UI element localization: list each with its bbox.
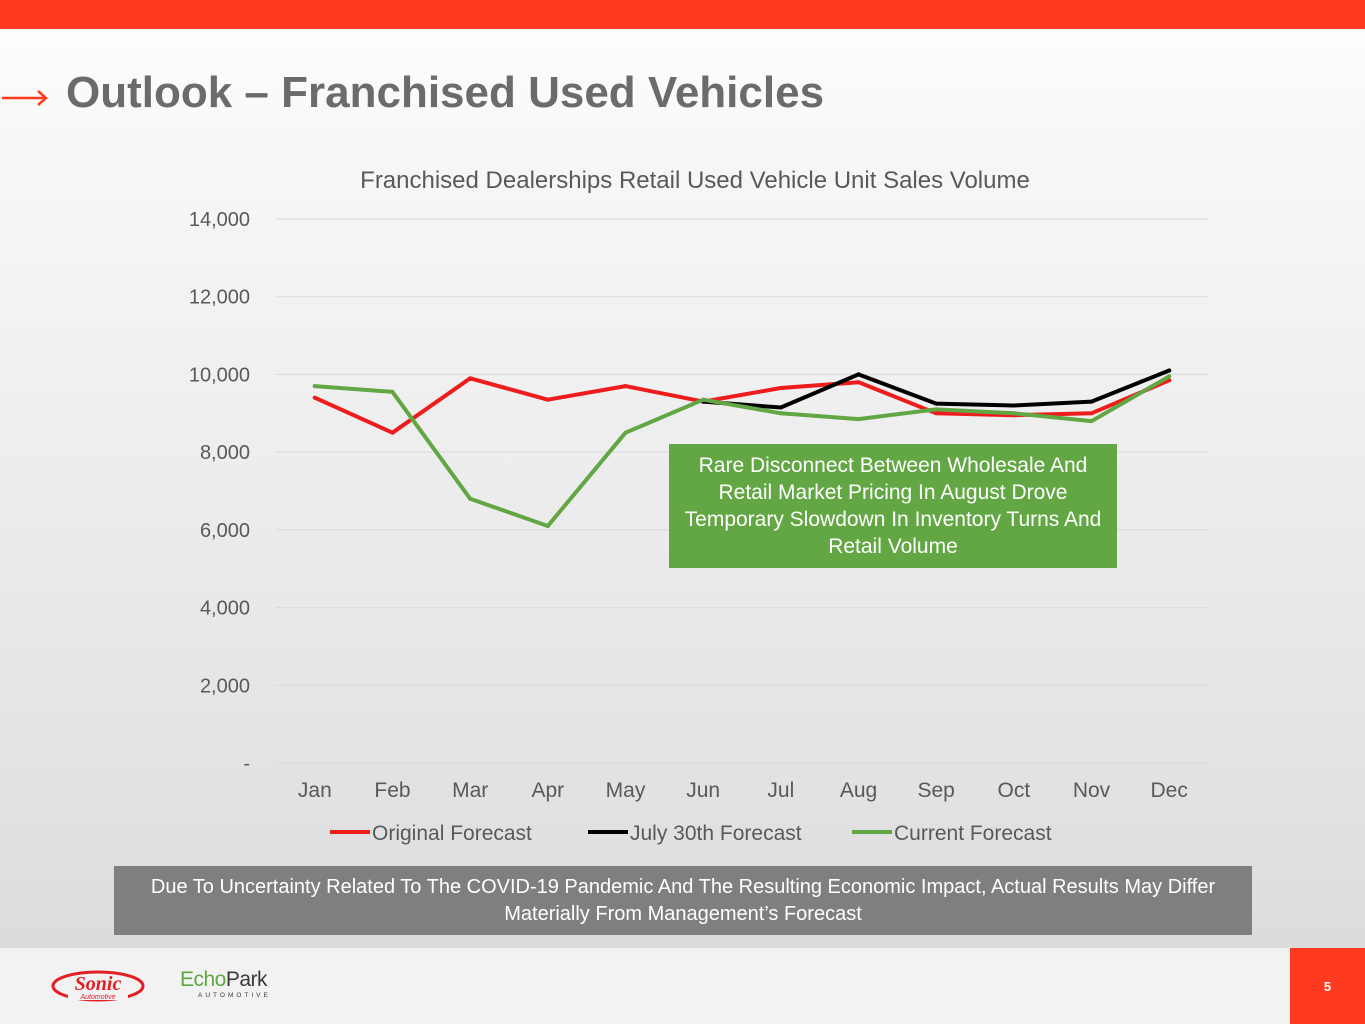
- chart-title: Franchised Dealerships Retail Used Vehic…: [360, 167, 1030, 194]
- callout-text: Rare Disconnect Between Wholesale And Re…: [684, 454, 1102, 558]
- echopark-subtitle: AUTOMOTIVE: [198, 992, 271, 999]
- data-point-original-forecast: [856, 380, 861, 385]
- series-line-current-forecast: [312, 374, 1172, 528]
- forecast-disclaimer: Due To Uncertainty Related To The COVID-…: [114, 866, 1252, 935]
- data-point-july-30th-forecast: [934, 401, 939, 406]
- top-accent-bar: [0, 0, 1365, 29]
- y-tick-label: 6,000: [200, 520, 250, 542]
- sonic-automotive-logo: Sonic Automotive: [51, 970, 145, 1002]
- y-tick-label: 12,000: [189, 287, 250, 309]
- data-point-original-forecast: [1089, 411, 1094, 416]
- svg-text:Automotive: Automotive: [79, 994, 115, 1001]
- data-point-current-forecast: [623, 430, 628, 435]
- legend-label: July 30th Forecast: [630, 822, 802, 845]
- data-point-original-forecast: [778, 386, 783, 391]
- x-tick-label: May: [606, 779, 646, 802]
- title-arrow-icon: [2, 90, 48, 106]
- legend-label: Original Forecast: [372, 822, 532, 845]
- data-point-current-forecast: [1167, 374, 1172, 379]
- page-number: 5: [1290, 948, 1365, 1024]
- x-tick-label: Jan: [298, 779, 332, 802]
- y-tick-label: 14,000: [189, 209, 250, 231]
- y-tick-label: 4,000: [200, 598, 250, 620]
- x-tick-label: Jul: [767, 779, 794, 802]
- disclaimer-text: Due To Uncertainty Related To The COVID-…: [150, 875, 1216, 925]
- footer-bar: [0, 948, 1365, 1024]
- page-number-text: 5: [1323, 978, 1332, 994]
- data-point-current-forecast: [934, 407, 939, 412]
- x-tick-label: Mar: [452, 779, 488, 802]
- y-tick-label: -: [243, 753, 250, 775]
- data-point-current-forecast: [1011, 411, 1016, 416]
- data-point-current-forecast: [778, 411, 783, 416]
- data-point-july-30th-forecast: [778, 405, 783, 410]
- data-point-original-forecast: [468, 376, 473, 381]
- data-point-july-30th-forecast: [1167, 368, 1172, 373]
- legend-label: Current Forecast: [894, 822, 1052, 845]
- data-point-original-forecast: [623, 384, 628, 389]
- data-point-current-forecast: [468, 496, 473, 501]
- data-point-july-30th-forecast: [1011, 403, 1016, 408]
- data-point-original-forecast: [934, 411, 939, 416]
- data-point-current-forecast: [545, 523, 550, 528]
- data-point-original-forecast: [545, 397, 550, 402]
- echopark-logo: EchoPark AUTOMOTIVE: [180, 968, 280, 1002]
- data-point-current-forecast: [390, 389, 395, 394]
- page-title: Outlook – Franchised Used Vehicles: [66, 68, 825, 117]
- data-point-july-30th-forecast: [1089, 399, 1094, 404]
- svg-text:Sonic: Sonic: [75, 973, 122, 995]
- line-chart: Franchised Dealerships Retail Used Vehic…: [189, 167, 1208, 845]
- x-tick-label: Dec: [1150, 779, 1187, 802]
- august-callout: Rare Disconnect Between Wholesale And Re…: [669, 444, 1117, 568]
- data-point-current-forecast: [312, 384, 317, 389]
- x-tick-label: Feb: [374, 779, 410, 802]
- y-tick-label: 10,000: [189, 364, 250, 386]
- x-tick-label: Sep: [917, 779, 954, 802]
- data-point-original-forecast: [312, 395, 317, 400]
- x-tick-label: Apr: [531, 779, 564, 802]
- data-point-current-forecast: [1089, 419, 1094, 424]
- x-tick-label: Nov: [1073, 779, 1111, 802]
- echopark-wordmark: EchoPark: [180, 968, 268, 991]
- data-point-current-forecast: [856, 417, 861, 422]
- data-point-july-30th-forecast: [856, 372, 861, 377]
- x-tick-label: Aug: [840, 779, 877, 802]
- x-tick-label: Jun: [686, 779, 720, 802]
- data-point-current-forecast: [701, 397, 706, 402]
- data-point-original-forecast: [390, 430, 395, 435]
- y-tick-label: 8,000: [200, 442, 250, 464]
- x-tick-label: Oct: [997, 779, 1030, 802]
- y-tick-label: 2,000: [200, 675, 250, 697]
